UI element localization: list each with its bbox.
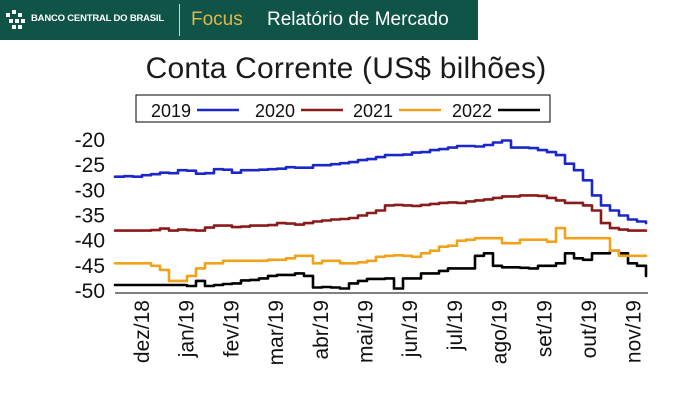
chart-axes [115, 94, 648, 294]
report-name: Relatório de Mercado [267, 9, 449, 30]
header-banner: BANCO CENTRAL DO BRASIL Focus Relatório … [0, 0, 478, 40]
y-tick-label: -25 [75, 154, 105, 177]
x-axis-ticks: dez/18 jan/19 fev/19 mar/19 abr/19 mai/19 jun/… [131, 300, 646, 365]
y-axis-ticks: -20-25-30 -35-40-45-50 [75, 129, 105, 303]
x-tick-label: mai/19 [355, 300, 378, 363]
legend-label-2019: 2019 [151, 101, 191, 121]
header-divider [179, 4, 180, 36]
x-tick-label: mar/19 [265, 300, 288, 365]
y-tick-label: -45 [75, 255, 105, 278]
institution-name: BANCO CENTRAL DO BRASIL [31, 13, 164, 24]
series-line-2022 [113, 249, 648, 290]
x-tick-label: fev/19 [220, 300, 243, 357]
product-name: Focus [191, 9, 243, 30]
x-tick-label: jun/19 [399, 300, 422, 358]
y-tick-label: -30 [75, 179, 105, 202]
x-tick-label: out/19 [578, 300, 601, 358]
legend: 2019 2020 2021 2022 [151, 101, 540, 121]
x-tick-label: set/19 [533, 300, 556, 357]
series-lines [113, 139, 648, 290]
x-tick-label: abr/19 [310, 300, 333, 360]
chart-title: Conta Corrente (US$ bilhões) [145, 52, 547, 85]
legend-label-2020: 2020 [255, 101, 295, 121]
series-line-2021 [113, 226, 648, 283]
x-tick-label: ago/19 [489, 300, 512, 364]
x-tick-label: jan/19 [176, 300, 199, 358]
x-tick-label: dez/18 [131, 300, 154, 363]
y-tick-label: -20 [75, 129, 105, 152]
series-line-2020 [113, 194, 648, 232]
legend-box [135, 94, 551, 123]
x-tick-label: jul/19 [444, 300, 467, 351]
legend-label-2021: 2021 [353, 101, 393, 121]
bcb-logo-icon [6, 10, 25, 29]
series-line-2019 [113, 139, 648, 225]
y-tick-label: -50 [75, 280, 105, 303]
y-tick-label: -40 [75, 230, 105, 253]
y-tick-label: -35 [75, 205, 105, 228]
legend-label-2022: 2022 [452, 101, 492, 121]
x-tick-label: nov/19 [623, 300, 646, 363]
